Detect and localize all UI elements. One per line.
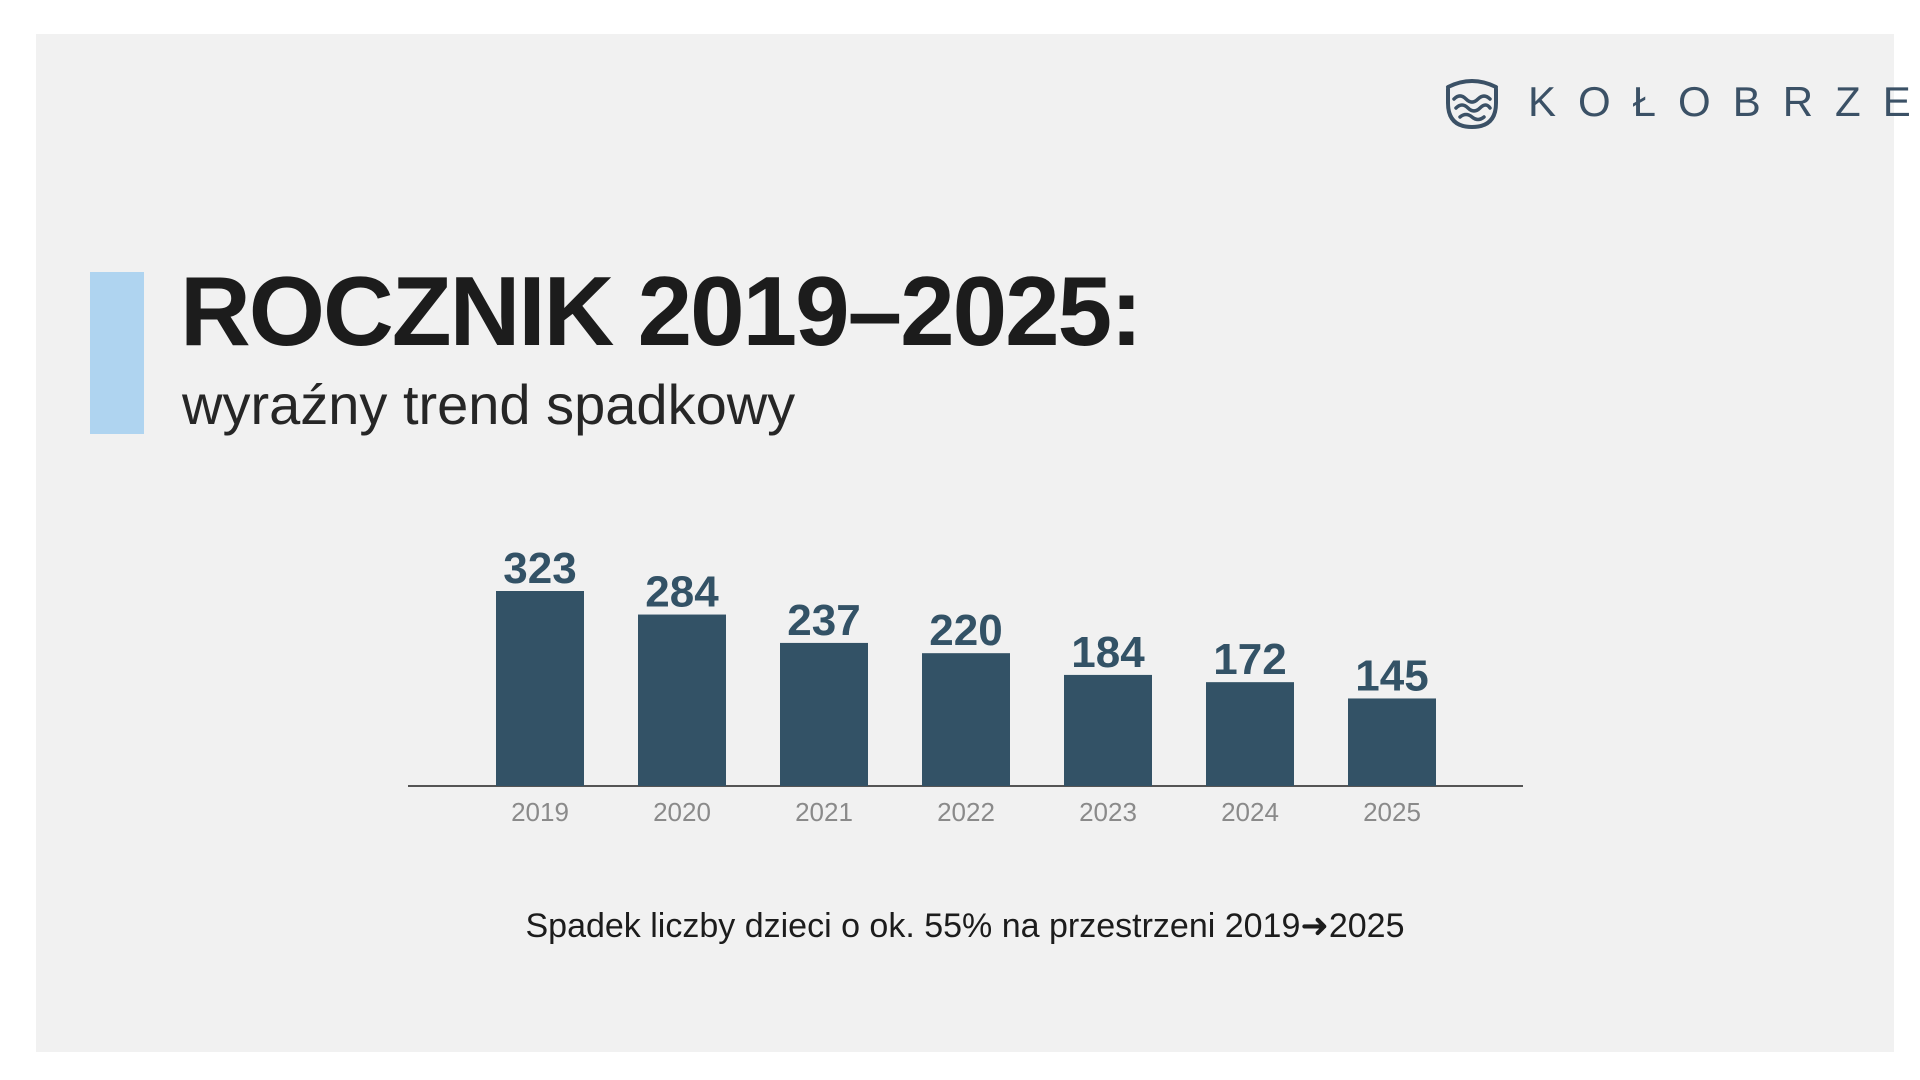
value-label-2024: 172	[1213, 635, 1286, 684]
slide-background: KOŁOBRZEG ROCZNIK 2019–2025: wyraźny tre…	[36, 34, 1920, 1052]
bar-2023	[1064, 674, 1152, 786]
page-title: ROCZNIK 2019–2025:	[180, 256, 1143, 366]
chart-footnote: Spadek liczby dzieci o ok. 55% na przest…	[525, 907, 1405, 945]
bar-2025	[1348, 698, 1436, 786]
bar-2019	[496, 591, 584, 786]
page-subtitle: wyraźny trend spadkowy	[182, 373, 796, 436]
bar-2024	[1206, 682, 1294, 786]
brand-name: KOŁOBRZEG	[1528, 78, 1920, 125]
value-label-2022: 220	[929, 606, 1002, 655]
wave-logo-icon	[1446, 79, 1498, 130]
x-tick-2023: 2023	[1079, 797, 1137, 827]
value-label-2019: 323	[503, 544, 576, 593]
value-label-2020: 284	[645, 568, 719, 617]
bar-2021	[780, 642, 868, 786]
x-tick-2020: 2020	[653, 797, 711, 827]
x-tick-2022: 2022	[937, 797, 995, 827]
x-tick-2021: 2021	[795, 797, 853, 827]
bar-chart: 323 2019 284 2020 237 2021 220 2022 184 2023 172 20…	[408, 544, 1523, 827]
value-label-2025: 145	[1355, 651, 1428, 700]
value-label-2021: 237	[787, 596, 860, 645]
x-tick-2025: 2025	[1363, 797, 1421, 827]
x-tick-2024: 2024	[1221, 797, 1279, 827]
value-label-2023: 184	[1071, 628, 1145, 677]
bar-2020	[638, 614, 726, 786]
x-tick-2019: 2019	[511, 797, 569, 827]
brand-logo: KOŁOBRZEG	[1444, 72, 1920, 132]
title-accent-bar	[90, 272, 144, 434]
bar-2022	[922, 653, 1010, 786]
